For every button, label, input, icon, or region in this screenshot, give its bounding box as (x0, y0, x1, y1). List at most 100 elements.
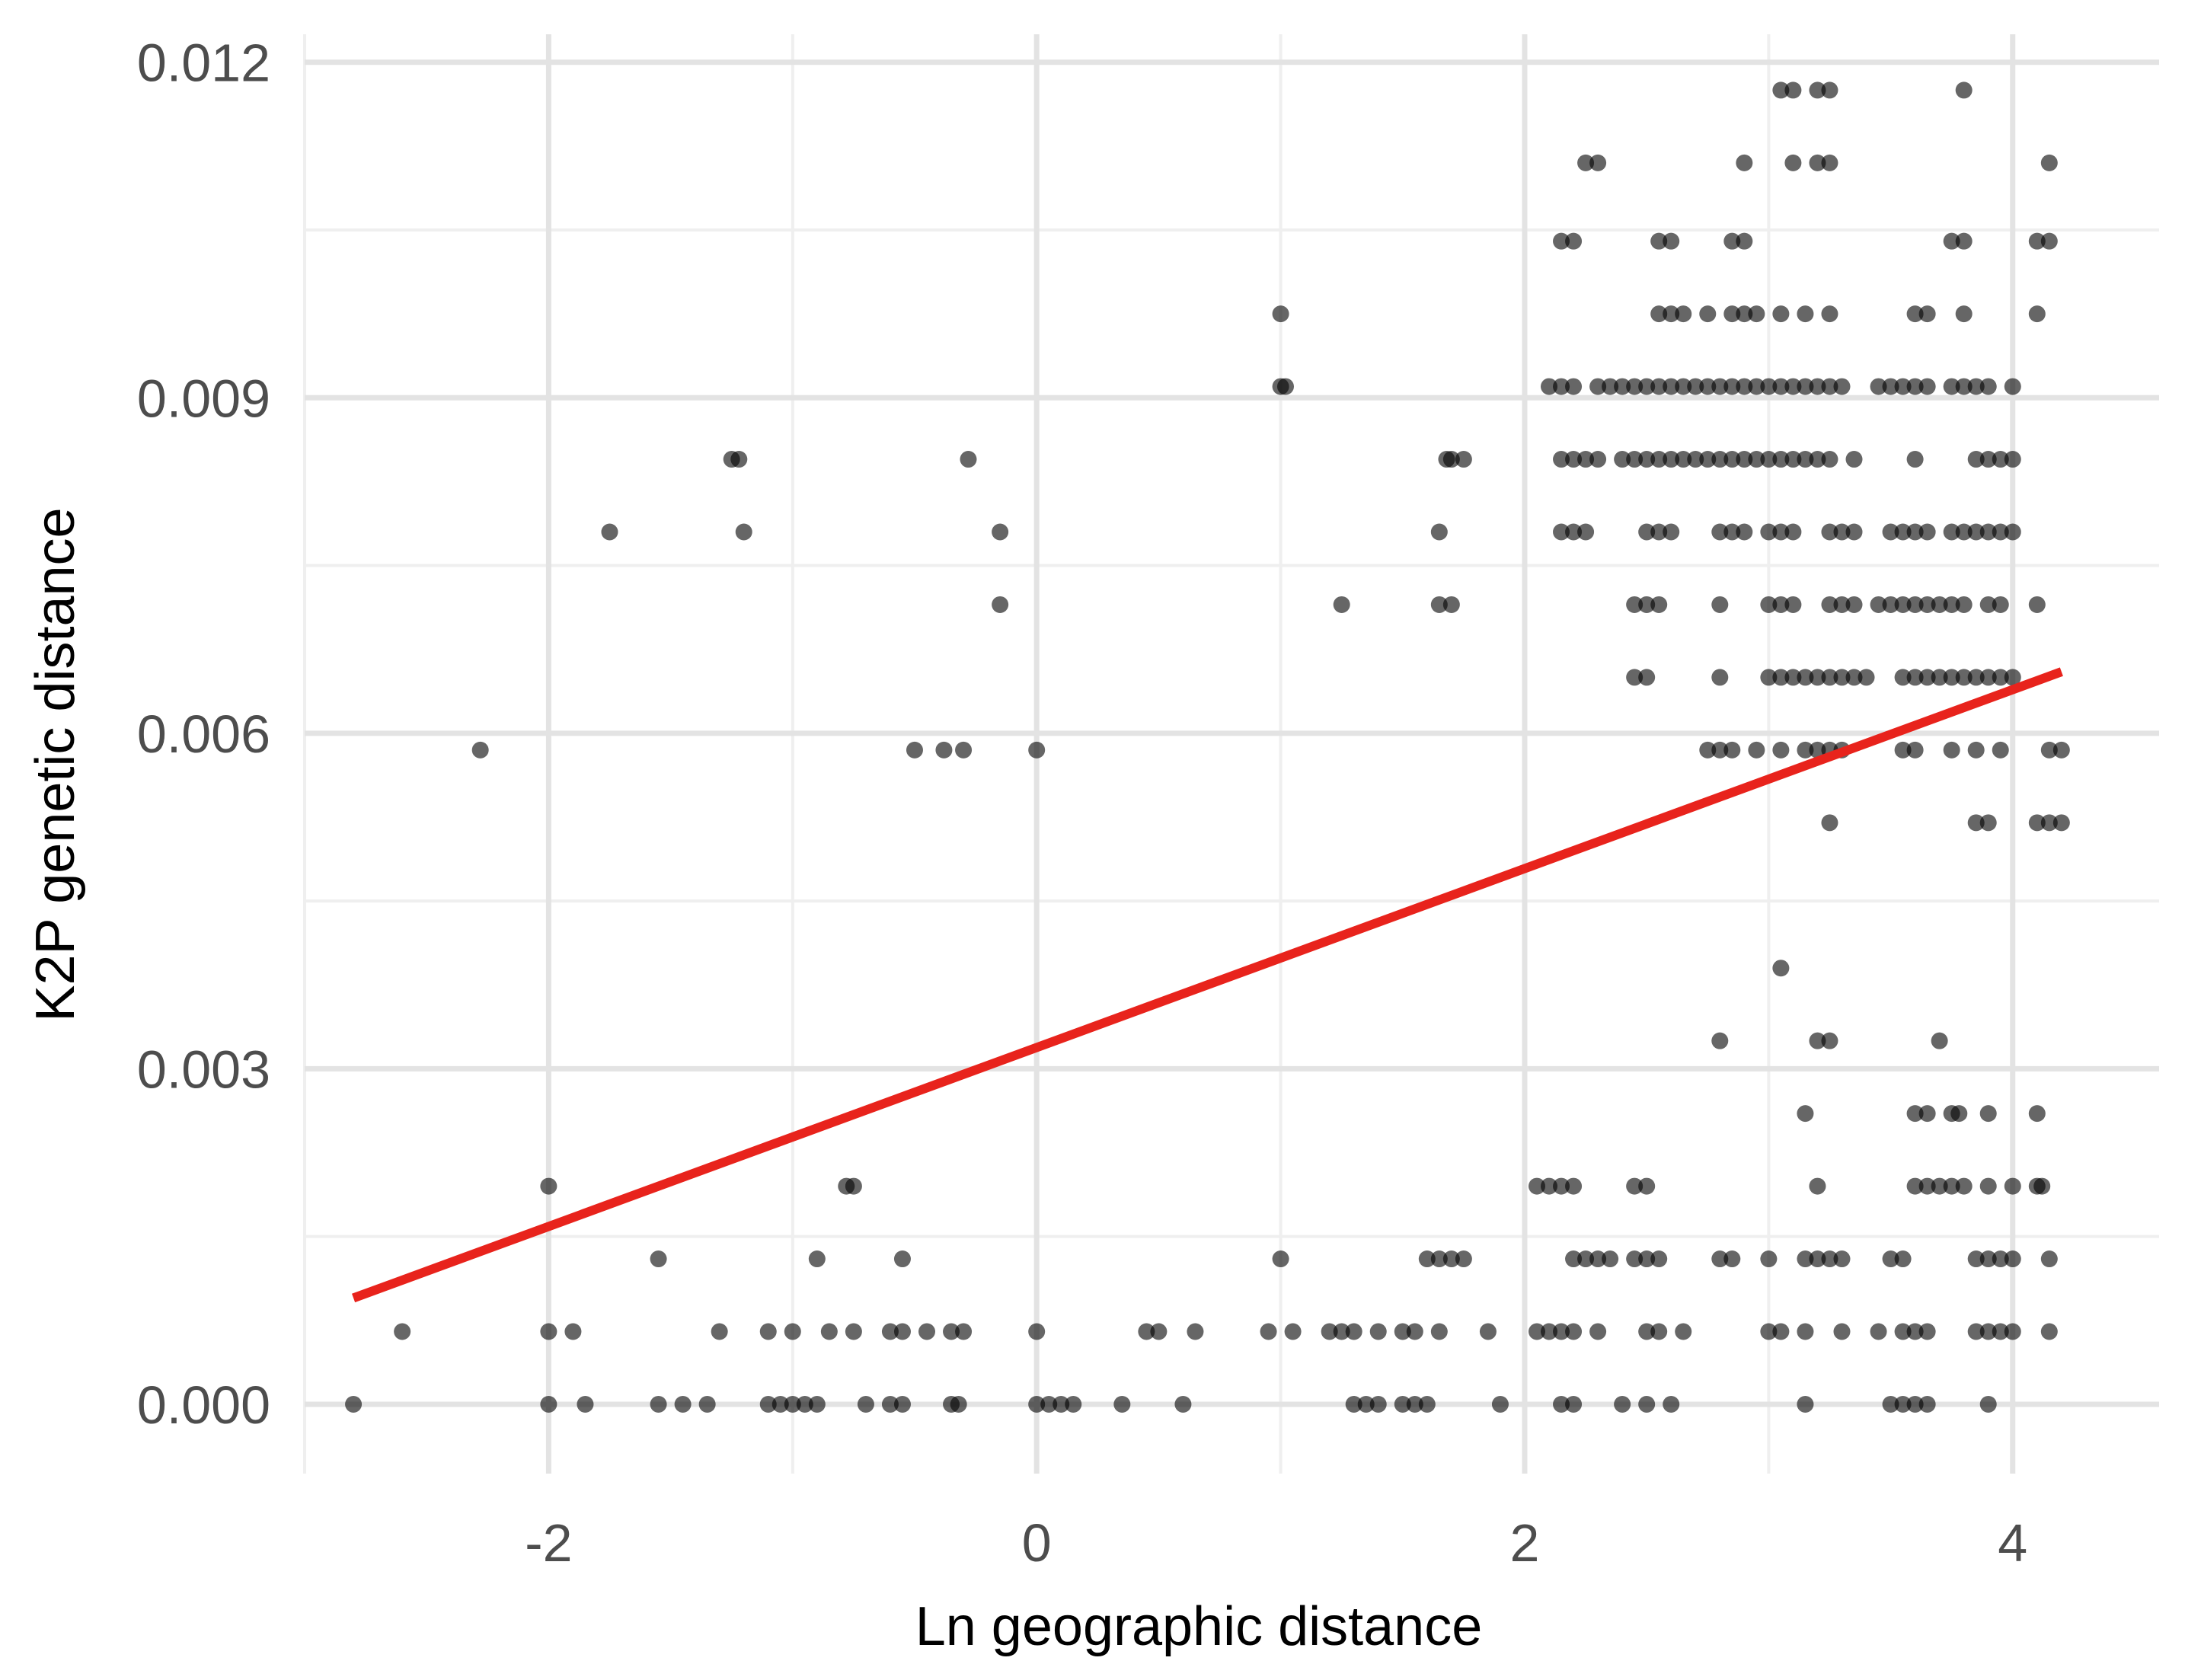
data-point (1955, 596, 1973, 613)
data-point (1943, 232, 1960, 250)
data-point (893, 1323, 911, 1340)
data-point (1699, 451, 1717, 468)
data-point (1553, 1323, 1570, 1340)
data-point (1894, 523, 1912, 541)
y-axis-tick-labels: 0.000 0.003 0.006 0.009 0.012 (137, 34, 270, 1435)
data-point (1943, 669, 1960, 686)
data-point (1614, 378, 1631, 395)
data-point (2040, 1323, 2058, 1340)
data-point (1931, 1032, 1948, 1049)
data-point (1528, 1323, 1545, 1340)
data-point (1979, 1105, 1997, 1123)
data-point (1797, 669, 1814, 686)
y-tick-label: 0.000 (137, 1375, 270, 1435)
data-point (1553, 378, 1570, 395)
x-axis-tick-labels: -2 0 2 4 (525, 1513, 2027, 1573)
data-point (1357, 1395, 1375, 1413)
data-point (918, 1323, 936, 1340)
data-point (1711, 1032, 1729, 1049)
data-point (759, 1395, 777, 1413)
data-point (1784, 378, 1802, 395)
data-point (2028, 596, 2046, 613)
data-point (1626, 451, 1644, 468)
data-point (1723, 741, 1741, 759)
data-point (1699, 378, 1717, 395)
data-point (1736, 451, 1753, 468)
data-point (1565, 378, 1583, 395)
data-point (1992, 451, 2009, 468)
data-point (1723, 305, 1741, 323)
data-point (1809, 451, 1826, 468)
data-point (1760, 523, 1778, 541)
data-point (1772, 960, 1790, 977)
data-point (2033, 1177, 2051, 1195)
data-point (1943, 1177, 1960, 1195)
data-point (1675, 305, 1692, 323)
data-point (1626, 596, 1644, 613)
data-point (1736, 523, 1753, 541)
data-point (992, 523, 1009, 541)
data-point (1809, 1177, 1826, 1195)
data-point (1589, 154, 1607, 171)
data-point (1821, 378, 1838, 395)
data-point (2028, 232, 2046, 250)
data-point (2040, 232, 2058, 250)
data-point (1882, 596, 1899, 613)
data-point (1784, 523, 1802, 541)
data-point (1528, 1177, 1545, 1195)
data-point (1931, 669, 1948, 686)
data-point (1333, 1323, 1350, 1340)
data-point (1394, 1323, 1411, 1340)
data-point (1711, 741, 1729, 759)
data-point (1967, 741, 1985, 759)
data-point (2004, 451, 2021, 468)
data-point (1955, 81, 1973, 99)
data-point (893, 1250, 911, 1268)
data-point (1479, 1323, 1497, 1340)
data-point (1321, 1323, 1338, 1340)
data-point (735, 523, 752, 541)
data-point (1979, 1177, 1997, 1195)
data-point (1882, 1250, 1899, 1268)
data-point (1979, 814, 1997, 832)
data-point (2004, 1177, 2021, 1195)
data-point (1833, 1323, 1851, 1340)
data-point (1955, 232, 1973, 250)
data-point (1797, 741, 1814, 759)
data-point (1638, 1250, 1656, 1268)
data-point (1723, 1250, 1741, 1268)
data-point (2040, 741, 2058, 759)
data-point (540, 1395, 557, 1413)
data-point (1979, 1250, 1997, 1268)
data-point (1748, 451, 1765, 468)
data-point (1699, 305, 1717, 323)
data-point (1736, 378, 1753, 395)
data-point (2040, 154, 2058, 171)
data-point (1918, 1177, 1936, 1195)
data-point (784, 1323, 801, 1340)
data-point (1553, 1177, 1570, 1195)
data-point (1967, 669, 1985, 686)
data-point (1967, 1250, 1985, 1268)
data-point (1943, 741, 1960, 759)
data-point (1577, 1250, 1595, 1268)
data-point (1455, 1250, 1472, 1268)
data-point (2004, 1250, 2021, 1268)
data-point (601, 523, 618, 541)
data-point (1809, 1032, 1826, 1049)
data-point (1276, 378, 1294, 395)
y-tick-label: 0.009 (137, 369, 270, 428)
data-point (820, 1323, 838, 1340)
data-point (1894, 669, 1912, 686)
data-point (1577, 523, 1595, 541)
data-point (1406, 1323, 1423, 1340)
data-point (1894, 1250, 1912, 1268)
data-point (1894, 378, 1912, 395)
data-point (1430, 596, 1448, 613)
data-point (1284, 1323, 1302, 1340)
data-point (1918, 1105, 1936, 1123)
data-point (1821, 305, 1838, 323)
data-point (1845, 523, 1863, 541)
data-point (1894, 741, 1912, 759)
y-tick-label: 0.003 (137, 1040, 270, 1099)
